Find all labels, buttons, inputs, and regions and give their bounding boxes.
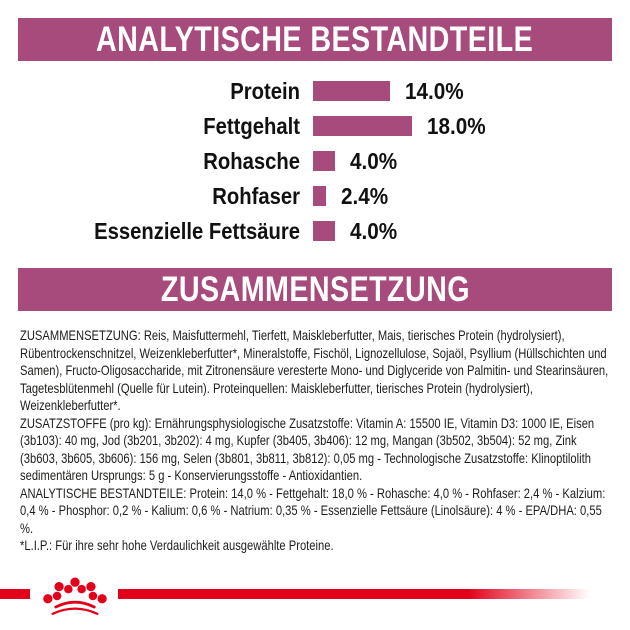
- composition-paragraph: ZUSATZSTOFFE (pro kg): Ernährungsphysiol…: [20, 414, 595, 484]
- composition-text-block: ZUSAMMENSETZUNG: Reis, Maisfuttermehl, T…: [20, 327, 612, 555]
- bar: [313, 151, 335, 171]
- chart-row: Essenzielle Fettsäure 4.0%: [20, 218, 610, 244]
- bar-value-label: 4.0%: [350, 147, 398, 174]
- composition-paragraph: ZUSAMMENSETZUNG: Reis, Maisfuttermehl, T…: [20, 327, 609, 413]
- bar-category-label: Rohasche: [203, 147, 300, 174]
- bar: [313, 186, 326, 206]
- composition-paragraph: *L.I.P.: Für ihre sehr hohe Verdaulichke…: [20, 537, 334, 553]
- chart-row: Fettgehalt 18.0%: [20, 113, 610, 139]
- composition-header-band: ZUSAMMENSETZUNG: [18, 268, 612, 311]
- bar-value-label: 4.0%: [350, 217, 398, 244]
- chart-row: Rohasche 4.0%: [20, 148, 610, 174]
- bar: [313, 221, 335, 241]
- bar-category-label: Fettgehalt: [203, 112, 300, 139]
- chart-row: Protein 14.0%: [20, 78, 610, 104]
- bar-category-label: Essenzielle Fettsäure: [94, 217, 300, 244]
- analytical-header-band: ANALYTISCHE BESTANDTEILE: [18, 18, 612, 61]
- chart-row: Rohfaser 2.4%: [20, 183, 610, 209]
- bar: [313, 81, 390, 101]
- royal-canin-crown-icon: [43, 577, 107, 615]
- bar-value-label: 2.4%: [341, 182, 389, 209]
- bar-category-label: Protein: [230, 77, 300, 104]
- analytical-title: ANALYTISCHE BESTANDTEILE: [96, 20, 534, 59]
- bar-category-label: Rohfaser: [212, 182, 300, 209]
- composition-title: ZUSAMMENSETZUNG: [160, 270, 470, 309]
- bar-value-label: 18.0%: [427, 112, 486, 139]
- bar-value-label: 14.0%: [405, 77, 464, 104]
- red-rule-left: [0, 589, 30, 599]
- bar: [313, 116, 412, 136]
- analytical-bar-chart: Protein 14.0% Fettgehalt 18.0% Rohasche 4.0% R…: [20, 78, 610, 256]
- red-rule-right: [118, 589, 590, 599]
- composition-paragraph: ANALYTISCHE BESTANDTEILE: Protein: 14,0 …: [20, 484, 606, 536]
